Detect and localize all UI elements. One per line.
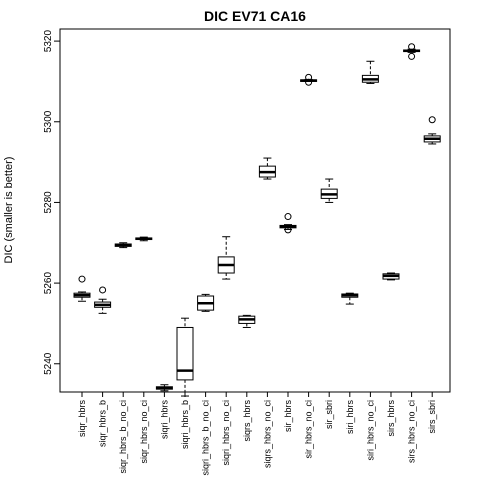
box-sir_hbrs xyxy=(279,213,297,234)
x-tick-label: siqrs_hbrs xyxy=(242,400,252,442)
box-siqr_hbrs xyxy=(73,275,91,302)
outlier-point xyxy=(428,116,436,124)
box-sirs_hbrs_no_ci xyxy=(403,43,421,60)
box-siri_hbrs xyxy=(341,292,359,305)
x-tick-label: siqrs_hbrs_no_ci xyxy=(262,400,272,468)
x-axis-labels: siqr_hbrs siqr_hbrs_b siqr_hbrs_b_no_ci siq… xyxy=(77,392,437,476)
plot-frame xyxy=(59,28,451,393)
outlier-point xyxy=(408,43,416,51)
y-tick-label: 5300 xyxy=(43,110,54,133)
y-tick-label: 5320 xyxy=(43,30,54,53)
outlier-point xyxy=(284,213,292,221)
box-sir_hbrs_no_ci xyxy=(300,73,318,86)
y-tick-label: 5240 xyxy=(43,352,54,375)
chart-title: DIC EV71 CA16 xyxy=(204,8,306,24)
box-siqr_hbrs_no_ci xyxy=(135,236,153,242)
x-tick-label: siqri_hbrs_b_no_ci xyxy=(201,400,211,476)
outlier-point xyxy=(408,52,416,60)
outlier-point xyxy=(284,226,292,234)
box-sir_sbri xyxy=(320,178,338,203)
x-tick-label: siqr_hbrs_b_no_ci xyxy=(118,400,128,474)
box-siqr_hbrs_b xyxy=(94,286,112,314)
x-tick-label: sirs_hbrs xyxy=(386,400,396,437)
x-tick-label: siqri_hbrs xyxy=(159,400,169,440)
x-tick-label: sir_sbri xyxy=(324,400,334,429)
x-tick-label: sirs_hbrs_no_ci xyxy=(407,400,417,463)
x-tick-label: siri_hbrs_no_ci xyxy=(365,400,375,461)
x-tick-label: siqr_hbrs xyxy=(77,400,87,438)
box-siqrs_hbrs_no_ci xyxy=(258,157,276,180)
outlier-point xyxy=(305,73,313,81)
outlier-point xyxy=(99,286,107,294)
box-siqri_hbrs_b_no_ci xyxy=(197,293,215,312)
box-siqri_hbrs_no_ci xyxy=(217,236,235,280)
box-siri_hbrs_no_ci xyxy=(361,60,379,84)
y-axis-label: DIC (smaller is better) xyxy=(3,157,15,264)
outlier-point xyxy=(305,78,313,86)
x-tick-label: siqr_hbrs_b xyxy=(98,400,108,447)
x-tick-label: siri_hbrs xyxy=(345,400,355,435)
x-tick-label: sir_hbrs xyxy=(283,400,293,433)
outlier-point xyxy=(78,275,86,283)
y-axis: 5240 5260 5280 5300 5320 xyxy=(43,30,60,375)
box-siqri_hbrs xyxy=(155,384,173,392)
x-tick-label: sir_hbrs_no_ci xyxy=(304,400,314,459)
x-tick-label: sirs_sbri xyxy=(427,400,437,434)
x-tick-label: siqri_hbrs_b xyxy=(180,400,190,449)
x-tick-label: siqri_hbrs_no_ci xyxy=(221,400,231,466)
box-siqrs_hbrs xyxy=(238,314,256,328)
box-series xyxy=(73,43,441,397)
box-siqri_hbrs_b xyxy=(176,317,194,397)
box-siqr_hbrs_b_no_ci xyxy=(114,242,132,249)
box-sirs_hbrs xyxy=(382,272,400,281)
y-tick-label: 5260 xyxy=(43,272,54,295)
box-body xyxy=(176,326,194,381)
box-sirs_sbri xyxy=(423,116,441,145)
y-tick-label: 5280 xyxy=(43,191,54,214)
x-tick-label: siqr_hbrs_no_ci xyxy=(139,400,149,464)
